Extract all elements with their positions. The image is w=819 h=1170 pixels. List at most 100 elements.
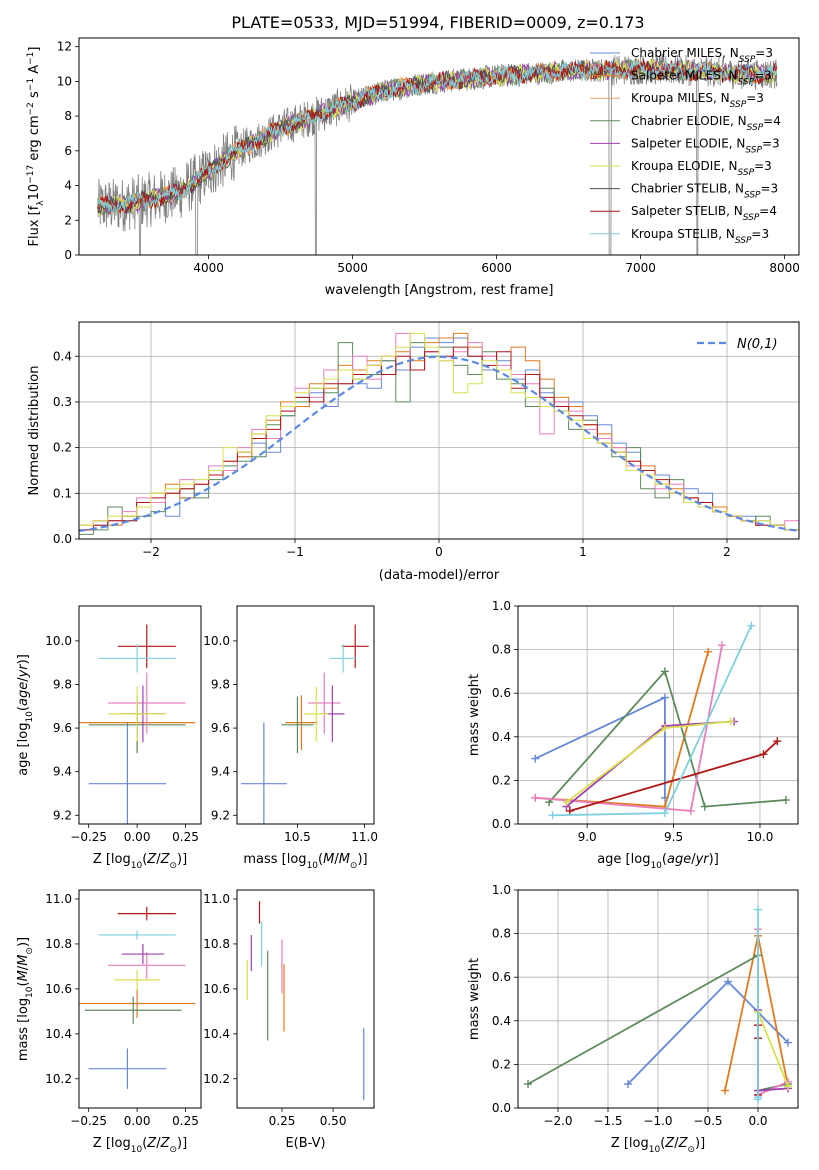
residuals-ytick-label: 0.2 bbox=[53, 441, 72, 455]
residuals-frame bbox=[78, 321, 800, 540]
spectrum-ytick-label: 4 bbox=[64, 179, 72, 193]
mass-vs-EBV-xtick-label: 0.25 bbox=[269, 1114, 296, 1128]
normal-curve bbox=[79, 355, 799, 533]
weight-vs-age-marker bbox=[700, 802, 709, 811]
weight-vs-Z-ytick-label: 0.2 bbox=[492, 1057, 511, 1071]
age-vs-Z-frame bbox=[78, 605, 202, 825]
age-vs-mass-ytick-label: 9.8 bbox=[211, 677, 230, 691]
weight-vs-age-ytick-label: 0.2 bbox=[492, 773, 511, 787]
mass-vs-Z-point bbox=[98, 930, 176, 940]
svg-text:Z [log10(Z/Z⊙)]: Z [log10(Z/Z⊙)] bbox=[93, 1136, 187, 1155]
weight-vs-Z-marker bbox=[784, 1082, 792, 1091]
residuals-xtick-label: −1 bbox=[286, 545, 304, 559]
residuals-xtick-label: 0 bbox=[435, 545, 443, 559]
legend-entry: Salpeter ELODIE, NSSP=3 bbox=[631, 136, 780, 155]
weight-vs-age-marker bbox=[726, 717, 735, 726]
residuals-ytick-label: 0.0 bbox=[53, 532, 72, 546]
residuals-panel: −2 −1 0 1 2 0.0 0.1 0.2 0.3 0.4 N(0,1) (data-model)… bbox=[27, 321, 800, 583]
figure-title: PLATE=0533, MJD=51994, FIBERID=0009, z=0… bbox=[231, 13, 644, 32]
age-vs-mass-ytick-label: 9.2 bbox=[211, 808, 230, 822]
spectrum-ytick-label: 8 bbox=[64, 109, 72, 123]
mass-vs-EBV-frame bbox=[236, 889, 375, 1109]
mass-vs-EBV-ytick-label: 10.4 bbox=[203, 1027, 230, 1041]
mass-vs-Z-ytick-label: 10.2 bbox=[45, 1072, 72, 1086]
legend-entry: Chabrier ELODIE, NSSP=4 bbox=[631, 114, 781, 133]
weight-vs-age-marker bbox=[660, 693, 669, 702]
weight-vs-age-marker bbox=[548, 811, 557, 820]
weight-vs-age-series-line bbox=[534, 696, 666, 798]
age-vs-Z-point bbox=[108, 672, 186, 734]
weight-vs-age-xtick-label: 9.5 bbox=[664, 830, 683, 844]
weight-vs-age-ytick-label: 1.0 bbox=[492, 599, 511, 613]
weight-vs-age-marker bbox=[747, 621, 756, 630]
weight-vs-Z-ytick-label: 1.0 bbox=[492, 883, 511, 897]
spectrum-xtick-label: 8000 bbox=[769, 261, 800, 275]
age-vs-mass-ytick-label: 9.6 bbox=[211, 721, 230, 735]
weight-vs-age-frame bbox=[517, 605, 799, 825]
age-vs-Z-point bbox=[117, 624, 176, 669]
legend-entry: Chabrier STELIB, NSSP=3 bbox=[631, 182, 778, 201]
age-vs-Z-xtick-label: 0.00 bbox=[124, 830, 151, 844]
spectrum-ylabel: Flux [fλ10−17 erg cm−2 s−1 A−1] bbox=[26, 47, 46, 247]
residuals-ytick-label: 0.3 bbox=[53, 395, 72, 409]
weight-vs-age-marker bbox=[565, 806, 574, 815]
spectrum-ytick-label: 2 bbox=[64, 213, 72, 227]
svg-text:Z [log10(Z/Z⊙)]: Z [log10(Z/Z⊙)] bbox=[93, 852, 187, 871]
age-vs-Z-xtick-label: −0.25 bbox=[70, 830, 107, 844]
mass-vs-EBV-xlabel: E(B-V) bbox=[285, 1136, 325, 1151]
weight-vs-age-marker bbox=[562, 798, 571, 807]
mass-vs-Z-xtick-label: −0.25 bbox=[70, 1114, 107, 1128]
weight-vs-Z-series-line bbox=[757, 1011, 789, 1087]
mass-vs-EBV-ytick-label: 10.6 bbox=[203, 982, 230, 996]
age-vs-Z-plot-area bbox=[79, 624, 196, 824]
weight-vs-Z-xtick-label: −1.0 bbox=[643, 1114, 672, 1128]
age-vs-mass-point bbox=[281, 696, 314, 754]
mass-vs-Z-plot-area bbox=[79, 906, 196, 1089]
residual-histogram-5 bbox=[79, 332, 799, 539]
age-vs-Z-ytick-label: 9.4 bbox=[53, 765, 72, 779]
mass-vs-Z-point bbox=[113, 969, 161, 991]
legend-entry: Kroupa MILES, NSSP=3 bbox=[631, 91, 764, 110]
legend-entry: Kroupa STELIB, NSSP=3 bbox=[631, 227, 769, 246]
weight-vs-Z-ytick-label: 0.8 bbox=[492, 927, 511, 941]
age-vs-mass-xtick-label: 10.5 bbox=[284, 830, 311, 844]
age-vs-Z-point bbox=[88, 722, 167, 824]
weight-vs-Z-xtick-label: −2.0 bbox=[543, 1114, 572, 1128]
weight-vs-Z-series-line bbox=[724, 935, 789, 1091]
age-vs-mass-point bbox=[241, 722, 287, 824]
spectrum-ytick-label: 6 bbox=[64, 144, 72, 158]
svg-text:Z [log10(Z/Z⊙)]: Z [log10(Z/Z⊙)] bbox=[611, 1136, 705, 1155]
weight-vs-age-xtick-label: 10.0 bbox=[747, 830, 774, 844]
weight-vs-age-marker bbox=[531, 754, 540, 763]
spectrum-ytick-label: 0 bbox=[64, 248, 72, 262]
model-spectrum-line bbox=[97, 58, 778, 216]
svg-text:age [log10(age/yr)]: age [log10(age/yr)] bbox=[597, 852, 719, 871]
mass-vs-EBV-ytick-label: 10.8 bbox=[203, 937, 230, 951]
weight-vs-Z-marker bbox=[624, 1080, 632, 1089]
mass-vs-EBV-ytick-label: 11.0 bbox=[203, 892, 230, 906]
weight-vs-age-xlabel: age [log10(age/yr)] bbox=[597, 852, 719, 871]
age-vs-mass-ytick-label: 10.0 bbox=[203, 634, 230, 648]
svg-text:age [log10(age/yr)]: age [log10(age/yr)] bbox=[16, 654, 35, 776]
spectrum-frame bbox=[78, 37, 800, 256]
spectrum-xtick-label: 7000 bbox=[625, 261, 656, 275]
mass-vs-Z-xtick-label: 0.00 bbox=[124, 1114, 151, 1128]
residuals-xtick-label: 1 bbox=[579, 545, 587, 559]
weight-vs-age-ytick-label: 0.8 bbox=[492, 643, 511, 657]
mass-vs-Z-xlabel: Z [log10(Z/Z⊙)] bbox=[93, 1136, 187, 1155]
age-vs-mass-xtick-label: 11.0 bbox=[351, 830, 378, 844]
weight-vs-age-ylabel: mass weight bbox=[467, 674, 482, 756]
weight-vs-age-series-line bbox=[565, 720, 735, 808]
mass-vs-EBV-ytick-label: 10.2 bbox=[203, 1072, 230, 1086]
age-vs-mass-plot-area bbox=[241, 624, 369, 824]
weight-vs-age-ytick-label: 0.0 bbox=[492, 817, 511, 831]
spectrum-panel: 4000 5000 6000 7000 8000 0 2 4 6 8 10 12 Chabrier MI… bbox=[26, 37, 800, 298]
svg-text:Flux [fλ10−17 erg cm−2 s−1 A−1: Flux [fλ10−17 erg cm−2 s−1 A−1] bbox=[26, 47, 46, 247]
age-vs-Z-ytick-label: 9.8 bbox=[53, 677, 72, 691]
spectrum-ytick-label: 10 bbox=[57, 74, 72, 88]
mass-vs-Z-panel: −0.25 0.00 0.25 10.2 10.4 10.6 10.8 11.0 Z [log1… bbox=[16, 889, 202, 1155]
weight-vs-age-marker bbox=[704, 647, 713, 656]
legend-entry: Salpeter MILES, NSSP=3 bbox=[631, 69, 772, 88]
svg-text:mass [log10(M/M⊙)]: mass [log10(M/M⊙)] bbox=[243, 852, 367, 871]
